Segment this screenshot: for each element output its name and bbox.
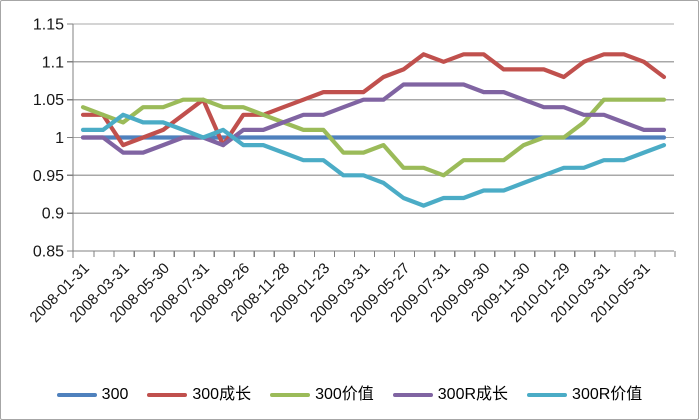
legend-item-300r-value: 300R价值 (527, 387, 642, 403)
legend-item-300-value: 300价值 (270, 387, 374, 403)
y-tick-label: 1 (55, 130, 64, 147)
series-line-300-value (80, 97, 667, 178)
legend-label: 300价值 (315, 386, 374, 403)
legend-item-300r-growth: 300R成长 (392, 386, 509, 403)
y-tick-labels: 1.15 1.1 1.05 1 0.95 0.9 0.85 (33, 17, 64, 261)
legend-swatch-300 (56, 392, 97, 398)
legend-swatch-300-value (270, 392, 311, 398)
series-line-300-growth (80, 52, 667, 148)
line-chart-plot-area: 1.15 1.1 1.05 1 0.95 0.9 0.852008-01-312008-03… (27, 17, 676, 326)
y-tick-label: 0.95 (33, 168, 64, 185)
legend-label: 300 (101, 386, 129, 403)
legend-label: 300R成长 (437, 386, 509, 403)
y-tick-label: 1.15 (33, 17, 64, 34)
legend-label: 300成长 (192, 386, 252, 403)
legend-swatch-300r-value (527, 392, 568, 398)
series-lines (80, 52, 667, 208)
y-tick-label: 0.9 (42, 206, 64, 223)
x-tick-labels: 2008-01-312008-03-312008-05-302008-07-31… (27, 260, 654, 326)
legend-swatch-300r-growth (392, 392, 433, 398)
y-tick-label: 1.05 (33, 92, 64, 109)
series-line-300r-growth (80, 82, 667, 155)
legend-item-300: 300 (56, 386, 129, 403)
legend: 300 300成长 300价值 300R成长 300R价值 (1, 383, 698, 407)
legend-swatch-300-growth (147, 392, 188, 398)
y-tick-label: 0.85 (33, 244, 64, 261)
axes (72, 24, 676, 258)
y-tick-label: 1.1 (42, 54, 64, 71)
legend-item-300-growth: 300成长 (147, 387, 251, 403)
legend-label: 300R价值 (572, 386, 643, 403)
series-line-300r-value (80, 112, 667, 208)
